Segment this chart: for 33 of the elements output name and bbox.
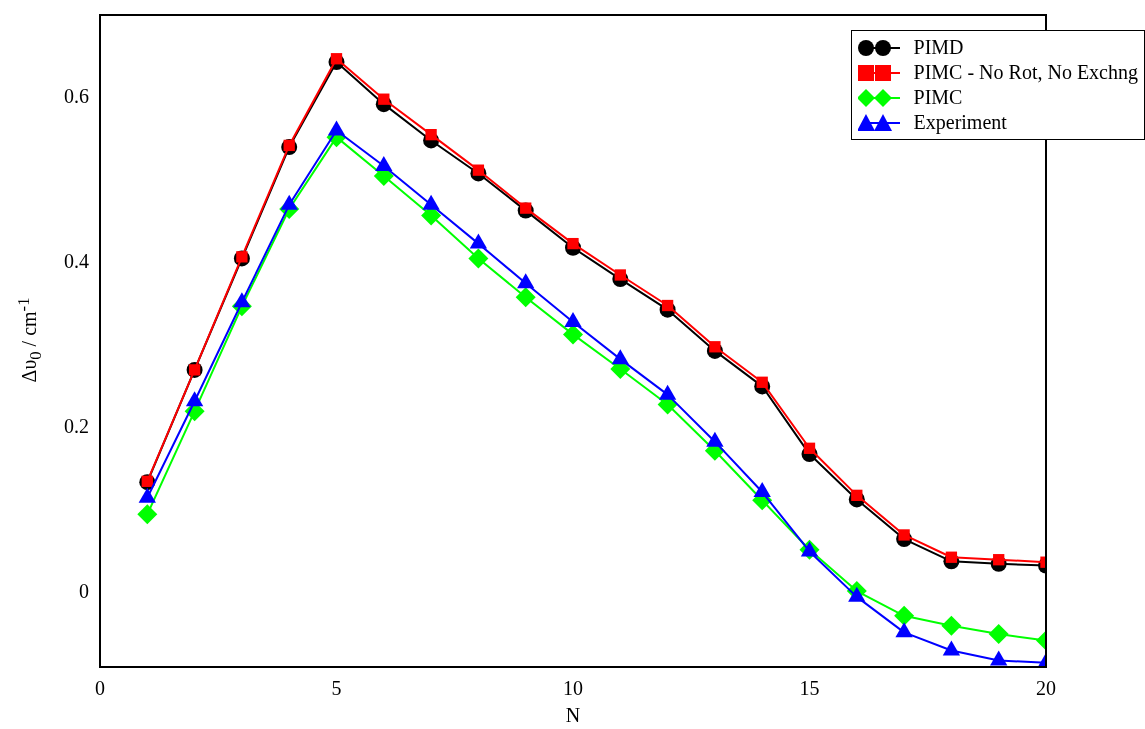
point — [894, 605, 915, 626]
point — [753, 482, 771, 498]
point — [468, 248, 489, 269]
point — [472, 164, 485, 176]
point — [137, 504, 158, 525]
y-tick-label: 0 — [79, 579, 89, 602]
point — [425, 129, 437, 141]
point — [941, 615, 962, 636]
legend-label: PIMC — [913, 86, 963, 109]
y-tick-label: 0.4 — [64, 249, 89, 272]
point — [283, 139, 295, 152]
point — [378, 93, 390, 105]
point — [563, 324, 583, 345]
legend-label: Experiment — [913, 111, 1007, 134]
legend-label: PIMD — [913, 36, 964, 59]
point — [803, 442, 816, 454]
x-tick-label: 10 — [563, 677, 583, 700]
x-tick-label: 15 — [799, 677, 820, 700]
point — [515, 287, 536, 308]
point — [898, 529, 910, 541]
point — [661, 299, 674, 312]
legend-label: PIMC - No Rot, No Exchng — [913, 61, 1138, 84]
point — [988, 623, 1009, 644]
y-tick-label: 0.6 — [64, 84, 89, 107]
point — [330, 53, 343, 65]
point — [564, 312, 582, 328]
x-tick-label: 20 — [1036, 677, 1056, 700]
x-tick-label: 0 — [95, 677, 105, 700]
y-tick-label: 0.2 — [64, 414, 89, 437]
point — [567, 237, 579, 250]
x-axis-title: N — [565, 704, 581, 727]
x-tick-label: 5 — [331, 677, 342, 700]
point — [945, 551, 958, 563]
